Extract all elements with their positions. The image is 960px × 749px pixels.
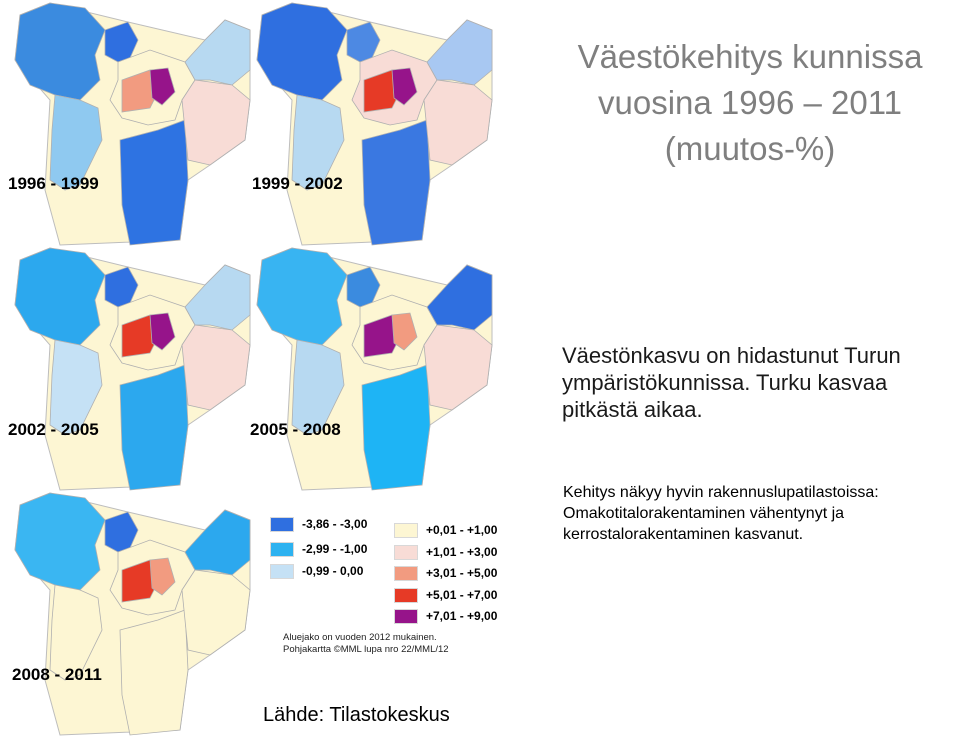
region-northwest — [14, 247, 106, 346]
municipality-map-svg — [14, 247, 251, 491]
region-east — [181, 79, 251, 166]
region-east — [181, 569, 251, 656]
region-inner-2 — [391, 312, 418, 351]
legend-item: -0,99 - 0,00 — [270, 562, 363, 580]
map-period-label: 2005 - 2008 — [250, 420, 341, 439]
municipality-map-svg — [256, 247, 493, 491]
map-period-label: 1999 - 2002 — [252, 174, 343, 193]
title-line-1: Väestökehitys kunnissa — [577, 38, 923, 75]
municipality-map-svg — [256, 2, 493, 246]
region-northwest — [14, 492, 106, 591]
region-northeast — [184, 19, 251, 86]
map-period-label: 1996 - 1999 — [8, 174, 99, 193]
title-line-3: (muutos-%) — [664, 130, 836, 167]
region-west-band — [291, 339, 345, 436]
map-2002-2005 — [10, 245, 260, 495]
region-south — [361, 364, 431, 491]
legend-label: +5,01 - +7,00 — [426, 588, 498, 602]
legend-label: +3,01 - +5,00 — [426, 566, 498, 580]
region-south — [119, 609, 189, 736]
region-northeast — [426, 264, 493, 331]
note-line-2: Omakotitalorakentaminen vähentynyt ja — [563, 505, 845, 522]
legend-swatch — [394, 608, 418, 624]
region-east — [423, 79, 493, 166]
region-inner-2 — [149, 557, 176, 596]
map-2005-2008 — [252, 245, 502, 495]
region-south — [361, 119, 431, 246]
legend-label: -2,99 - -1,00 — [302, 542, 368, 556]
legend-item: -2,99 - -1,00 — [270, 540, 367, 558]
map-period-label: 2002 - 2005 — [8, 420, 99, 439]
building-permit-note: Kehitys näkyy hyvin rakennuslupatilastoi… — [563, 482, 960, 545]
region-west-band — [49, 339, 103, 436]
map-period-label: 2008 - 2011 — [12, 665, 102, 684]
region-west-band — [49, 584, 103, 681]
population-growth-text: Väestönkasvu on hidastunut Turun ympäris… — [562, 343, 901, 422]
legend-swatch — [270, 541, 294, 557]
map-2008-2011 — [10, 490, 260, 740]
map-1999-2002 — [252, 0, 502, 250]
legend-item: +7,01 - +9,00 — [394, 607, 497, 625]
legend-swatch — [270, 563, 294, 579]
region-west-band — [291, 94, 345, 191]
credits-line-2: Pohjakartta ©MML lupa nro 22/MML/12 — [283, 644, 449, 655]
region-northeast — [426, 19, 493, 86]
region-south — [119, 364, 189, 491]
legend-item: +3,01 - +5,00 — [394, 564, 497, 582]
note-line-1: Kehitys näkyy hyvin rakennuslupatilastoi… — [563, 484, 879, 501]
region-northeast — [184, 264, 251, 331]
legend-swatch — [394, 587, 418, 603]
region-east — [423, 324, 493, 411]
region-inner-2 — [149, 67, 176, 106]
legend-swatch — [394, 522, 418, 538]
slide-title: Väestökehitys kunnissa vuosina 1996 – 20… — [560, 34, 940, 172]
legend-item: +0,01 - +1,00 — [394, 521, 497, 539]
legend-swatch — [270, 516, 294, 532]
credits-line-1: Aluejako on vuoden 2012 mukainen. — [283, 632, 437, 643]
map-legend: -3,86 - -3,00 -2,99 - -1,00 -0,99 - 0,00… — [270, 515, 515, 627]
region-northwest — [14, 2, 106, 101]
legend-swatch — [394, 565, 418, 581]
note-line-3: kerrostalorakentaminen kasvanut. — [563, 526, 804, 543]
region-inner-2 — [149, 312, 176, 351]
region-northeast — [184, 509, 251, 576]
source-caption: Lähde: Tilastokeskus — [263, 704, 450, 726]
legend-label: -0,99 - 0,00 — [302, 564, 364, 578]
legend-item: -3,86 - -3,00 — [270, 515, 367, 533]
map-1996-1999 — [10, 0, 260, 250]
region-south — [119, 119, 189, 246]
legend-swatch — [394, 544, 418, 560]
legend-label: +0,01 - +1,00 — [426, 523, 498, 537]
legend-item: +5,01 - +7,00 — [394, 586, 497, 604]
region-east — [181, 324, 251, 411]
region-west-band — [49, 94, 103, 191]
legend-label: +1,01 - +3,00 — [426, 545, 498, 559]
municipality-map-svg — [14, 492, 251, 736]
region-northwest — [256, 2, 348, 101]
legend-item: +1,01 - +3,00 — [394, 543, 497, 561]
legend-label: +7,01 - +9,00 — [426, 609, 498, 623]
map-credits: Aluejako on vuoden 2012 mukainen. Pohjak… — [283, 632, 449, 656]
region-northwest — [256, 247, 348, 346]
title-line-2: vuosina 1996 – 2011 — [598, 84, 902, 121]
municipality-map-svg — [14, 2, 251, 246]
region-inner-2 — [391, 67, 418, 106]
legend-label: -3,86 - -3,00 — [302, 517, 368, 531]
